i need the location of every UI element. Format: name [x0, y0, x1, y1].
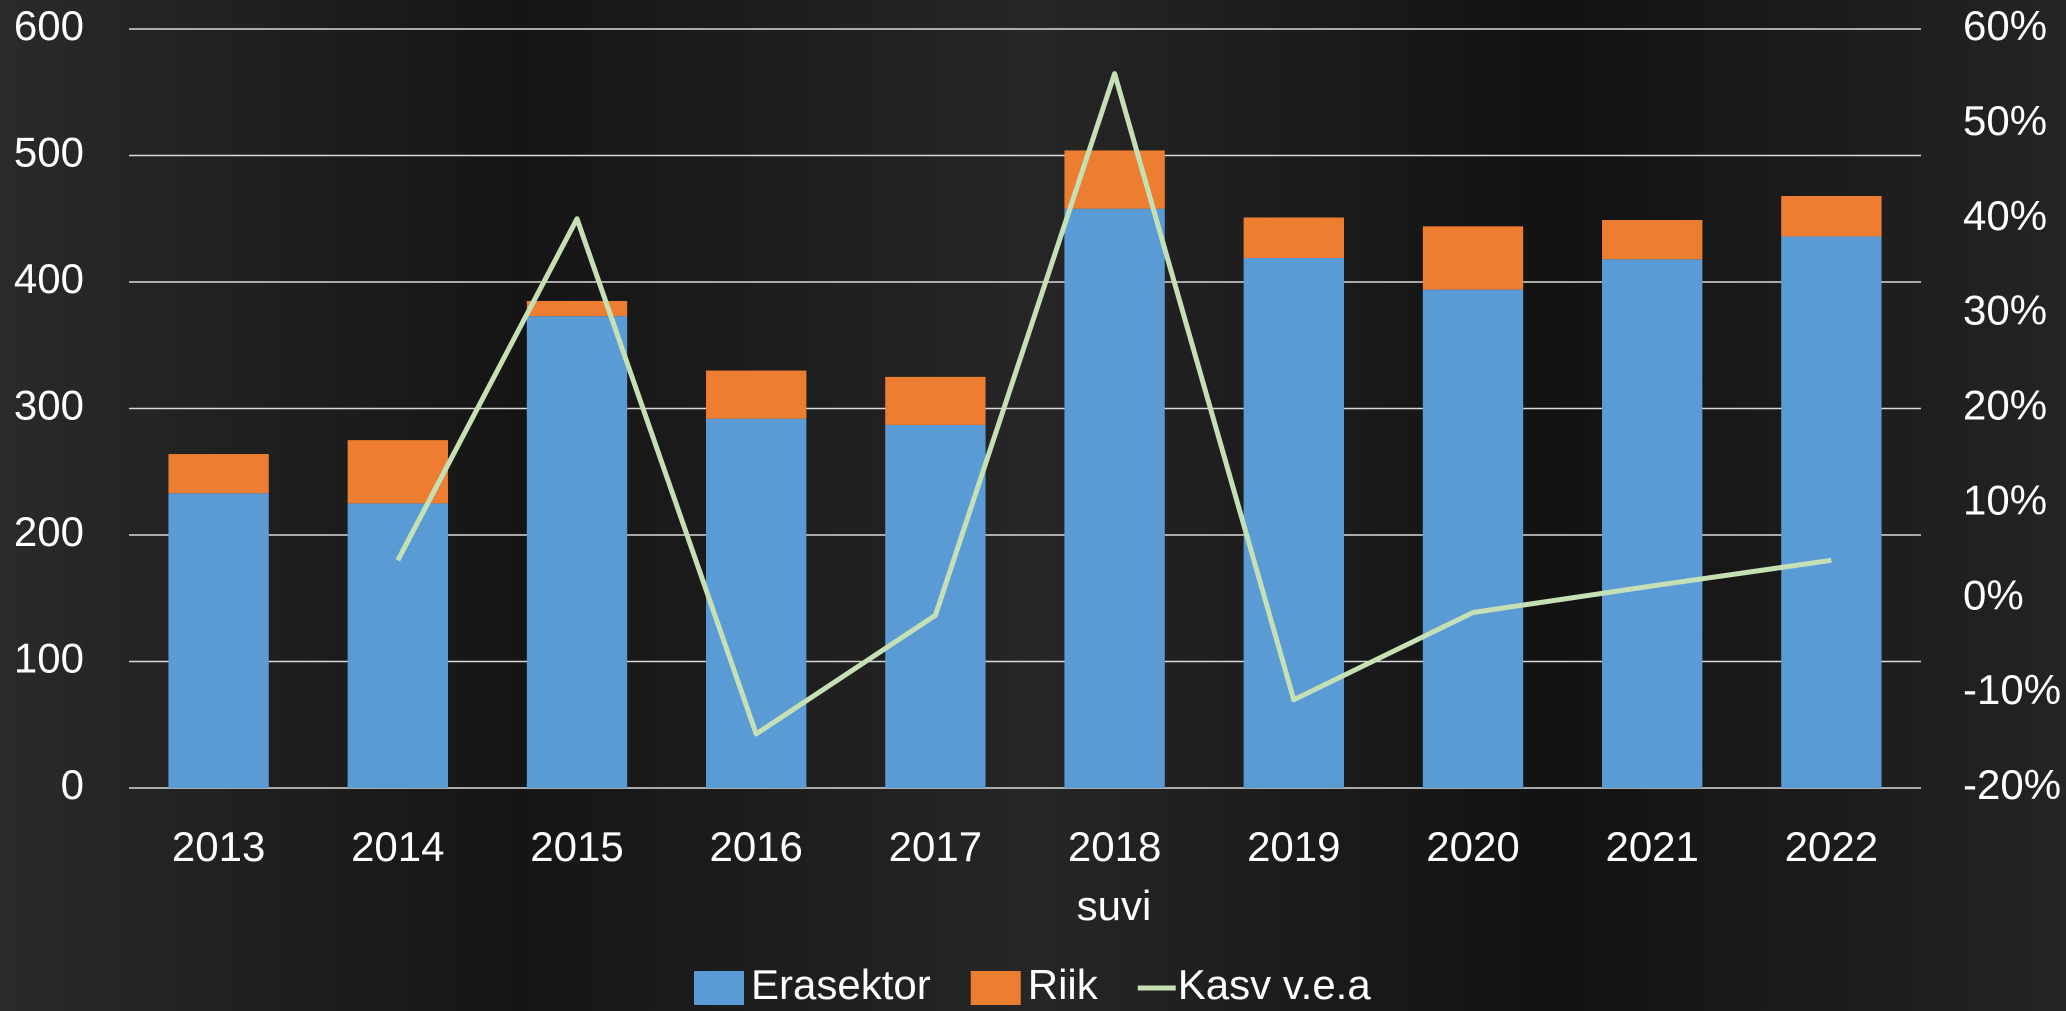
- y2-tick-label: 20%: [1963, 382, 2047, 429]
- y2-tick-label: -10%: [1963, 666, 2061, 713]
- x-tick-label: 2015: [530, 823, 623, 870]
- y-tick-label: 400: [14, 255, 84, 302]
- x-tick-label: 2021: [1605, 823, 1698, 870]
- legend-label: Riik: [1028, 961, 1099, 1008]
- bar: [1602, 259, 1703, 789]
- bar: [526, 316, 628, 788]
- x-axis-title: suvi: [1077, 882, 1152, 929]
- bar: [1422, 226, 1524, 290]
- bar: [1422, 289, 1524, 788]
- bar: [1781, 195, 1882, 237]
- y-tick-label: 600: [14, 2, 84, 49]
- bar: [1243, 257, 1344, 789]
- x-tick-label: 2013: [172, 823, 265, 870]
- y2-tick-label: 10%: [1963, 476, 2047, 523]
- y-tick-label: 0: [61, 761, 84, 808]
- y2-tick-label: -20%: [1963, 761, 2061, 808]
- y2-tick-label: 40%: [1963, 192, 2047, 239]
- x-tick-label: 2019: [1247, 823, 1340, 870]
- y2-tick-label: 60%: [1963, 2, 2047, 49]
- y2-tick-label: 0%: [1963, 571, 2024, 618]
- bar: [168, 493, 269, 788]
- y2-tick-label: 30%: [1963, 287, 2047, 334]
- bar: [168, 454, 269, 494]
- y-tick-label: 500: [14, 129, 84, 176]
- x-tick-label: 2014: [351, 823, 444, 870]
- bar: [1243, 217, 1344, 258]
- bar: [526, 300, 628, 317]
- y-tick-label: 100: [14, 635, 84, 682]
- x-tick-label: 2016: [709, 823, 802, 870]
- bar: [347, 503, 448, 788]
- line-series: [395, 71, 1832, 737]
- x-tick-label: 2020: [1426, 823, 1519, 870]
- bar: [706, 370, 807, 419]
- x-tick-label: 2018: [1068, 823, 1161, 870]
- x-tick-label: 2017: [889, 823, 982, 870]
- y-tick-label: 200: [14, 508, 84, 555]
- y-tick-label: 300: [14, 382, 84, 429]
- legend-swatch: [970, 971, 1021, 1005]
- x-tick-label: 2022: [1785, 823, 1878, 870]
- legend-label: Kasv v.e.a: [1178, 961, 1372, 1008]
- y2-tick-label: 50%: [1963, 97, 2047, 144]
- bar: [885, 376, 986, 425]
- bar: [885, 424, 986, 788]
- bar: [1781, 236, 1882, 788]
- legend-swatch: [694, 971, 744, 1005]
- legend-label: Erasektor: [751, 961, 931, 1008]
- bar: [1064, 208, 1165, 788]
- bar: [1602, 220, 1703, 260]
